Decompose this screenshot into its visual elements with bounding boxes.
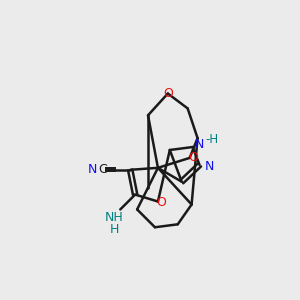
Text: O: O <box>156 196 166 209</box>
Text: N: N <box>195 138 204 151</box>
Text: H: H <box>110 223 119 236</box>
Text: N: N <box>205 160 214 173</box>
Text: C: C <box>98 163 107 176</box>
Text: O: O <box>163 87 173 100</box>
Text: O: O <box>189 152 199 164</box>
Text: NH: NH <box>105 211 124 224</box>
Text: N: N <box>88 163 97 176</box>
Text: -H: -H <box>206 133 219 146</box>
